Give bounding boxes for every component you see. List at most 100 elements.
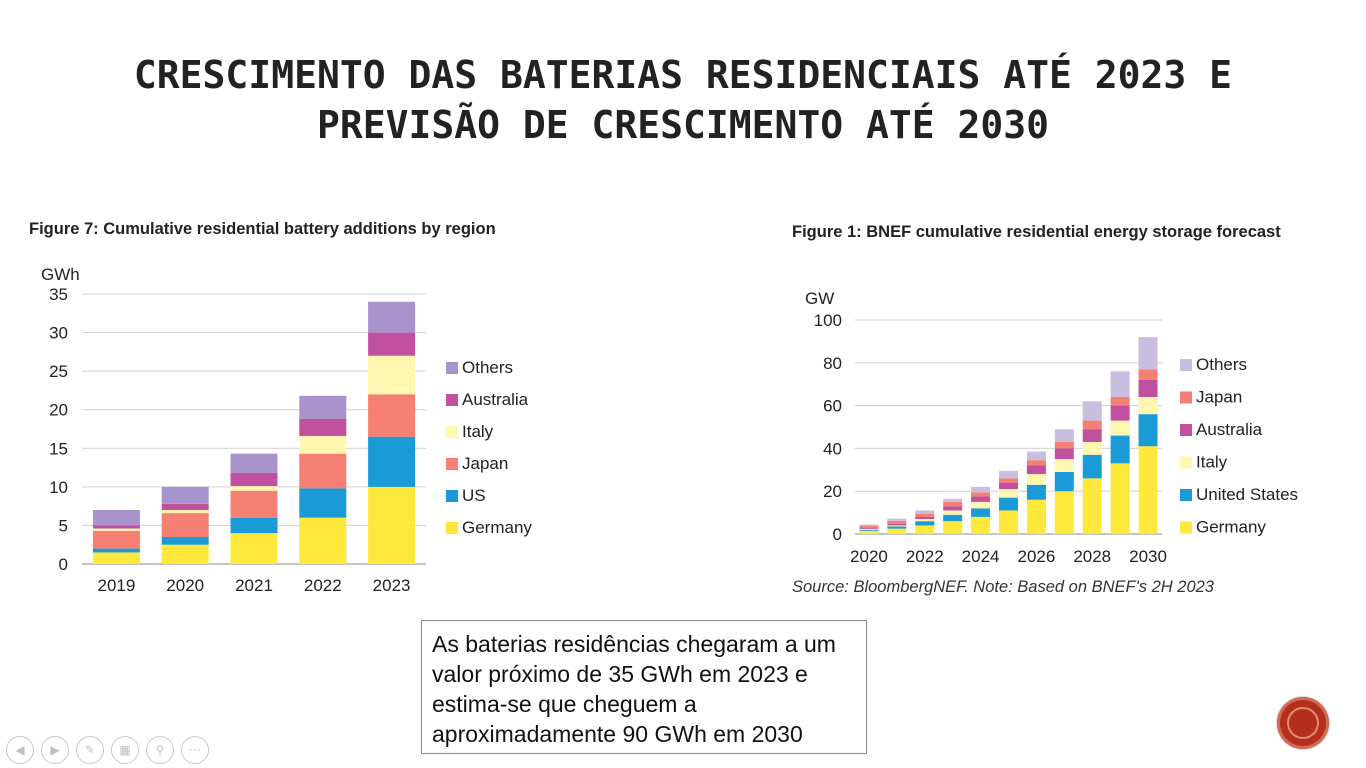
x-tick-label: 2026: [1017, 547, 1055, 566]
bar-segment-australia: [915, 516, 935, 520]
bar-segment-japan: [1110, 397, 1130, 406]
bar-segment-others: [943, 498, 963, 502]
bar-segment-germany: [1138, 446, 1158, 534]
y-tick-label: 5: [59, 516, 68, 535]
bar-segment-united-states: [1110, 435, 1130, 464]
bar-segment-united-states: [859, 529, 879, 531]
bar-segment-others: [299, 395, 347, 419]
more-icon[interactable]: ⋯: [181, 736, 209, 764]
bar-segment-others: [999, 470, 1018, 479]
pen-icon[interactable]: ✎: [76, 736, 104, 764]
y-tick-label: 0: [833, 525, 842, 544]
bar-segment-australia: [1026, 465, 1046, 475]
bar-segment-australia: [230, 472, 278, 487]
x-tick-label: 2022: [304, 576, 342, 595]
bar-segment-germany: [161, 544, 209, 564]
bar-segment-others: [1138, 337, 1158, 370]
bar-segment-united-states: [887, 526, 907, 529]
bar-segment-others: [915, 510, 935, 514]
y-tick-label: 35: [49, 285, 68, 304]
legend-swatch: [446, 458, 458, 470]
x-tick-label: 2022: [906, 547, 944, 566]
y-tick-label: 20: [823, 482, 842, 501]
bar-segment-others: [1110, 371, 1130, 398]
y-tick-label: 10: [49, 478, 68, 497]
legend-swatch: [446, 490, 458, 502]
x-tick-label: 2020: [850, 547, 888, 566]
bar-segment-germany: [1054, 491, 1074, 534]
zoom-icon[interactable]: ⚲: [146, 736, 174, 764]
legend-label: Others: [1196, 355, 1247, 374]
bar-segment-united-states: [971, 508, 991, 517]
legend-swatch: [446, 522, 458, 534]
bar-segment-us: [92, 548, 140, 553]
bar-segment-others: [887, 518, 907, 521]
x-tick-label: 2019: [97, 576, 135, 595]
bar-segment-germany: [1026, 499, 1046, 534]
x-tick-label: 2023: [373, 576, 411, 595]
bar-segment-italy: [999, 489, 1018, 498]
bar-segment-japan: [915, 513, 935, 517]
bar-segment-germany: [368, 486, 416, 564]
bar-segment-germany: [1082, 478, 1102, 534]
chart-residential-battery-additions: GWh 0 5 10 15 20 25 30 35 2019 2020 2021 2022 2023 Oth…: [41, 265, 532, 595]
bar-segment-italy: [887, 525, 907, 527]
x-tick-label: 2024: [962, 547, 1000, 566]
bar-segment-japan: [887, 520, 907, 524]
bar-segment-japan: [92, 530, 140, 549]
bar-segment-others: [230, 453, 278, 473]
y-tick-label: 20: [49, 401, 68, 420]
forward-icon[interactable]: ▶: [41, 736, 69, 764]
x-tick-label: 2028: [1073, 547, 1111, 566]
figure-1-title: Figure 1: BNEF cumulative residential en…: [792, 223, 1281, 241]
y-tick-label: 15: [49, 439, 68, 458]
bar-segment-others: [1026, 451, 1046, 461]
bar-segment-us: [299, 488, 347, 518]
bar-segment-australia: [92, 525, 140, 529]
legend-swatch: [446, 362, 458, 374]
slide-title-line-1: CRESCIMENTO DAS BATERIAS RESIDENCIAIS AT…: [133, 53, 1233, 97]
y-tick-label: 100: [814, 311, 842, 330]
bar-segment-others: [1082, 401, 1102, 421]
back-icon[interactable]: ◀: [6, 736, 34, 764]
presentation-controls: ◀ ▶ ✎ ▦ ⚲ ⋯: [6, 736, 209, 764]
slides-icon[interactable]: ▦: [111, 736, 139, 764]
bar-segment-others: [368, 301, 416, 333]
legend-label: Australia: [462, 390, 529, 409]
slide-title: CRESCIMENTO DAS BATERIAS RESIDENCIAIS AT…: [0, 50, 1366, 150]
legend-label: Others: [462, 358, 513, 377]
bar-segment-italy: [1026, 474, 1046, 485]
bar-segment-italy: [368, 355, 416, 395]
bar-segment-japan: [1054, 441, 1074, 449]
bar-segment-united-states: [943, 514, 963, 522]
y-axis-unit-label: GWh: [41, 265, 80, 284]
bar-segment-australia: [1138, 379, 1158, 398]
y-tick-label: 25: [49, 362, 68, 381]
legend-label: United States: [1196, 485, 1298, 504]
bar-segment-us: [368, 436, 416, 487]
y-axis-unit-label: GW: [805, 289, 834, 308]
bar-segment-italy: [161, 510, 209, 514]
bar-segment-italy: [1110, 420, 1130, 436]
y-tick-label: 80: [823, 354, 842, 373]
bar-segment-australia: [299, 418, 347, 436]
bar-segment-italy: [859, 529, 879, 530]
bar-segment-australia: [943, 506, 963, 511]
bar-segment-japan: [859, 525, 879, 529]
bar-segment-australia: [971, 496, 991, 502]
legend-label: Germany: [1196, 518, 1266, 537]
bar-segment-united-states: [999, 497, 1018, 511]
bar-segment-italy: [92, 528, 140, 531]
legend-label: US: [462, 486, 486, 505]
bar-segment-united-states: [1026, 484, 1046, 500]
bar-segment-others: [971, 486, 991, 493]
legend-swatch: [1180, 359, 1192, 371]
bar-segment-others: [859, 524, 879, 526]
bar-segment-australia: [887, 523, 907, 526]
bar-segment-germany: [1110, 463, 1130, 534]
bar-segment-germany: [299, 517, 347, 564]
bar-segment-japan: [230, 490, 278, 518]
bar-segment-italy: [1138, 397, 1158, 415]
logo-badge: [1277, 697, 1329, 749]
bar-segment-italy: [943, 510, 963, 515]
